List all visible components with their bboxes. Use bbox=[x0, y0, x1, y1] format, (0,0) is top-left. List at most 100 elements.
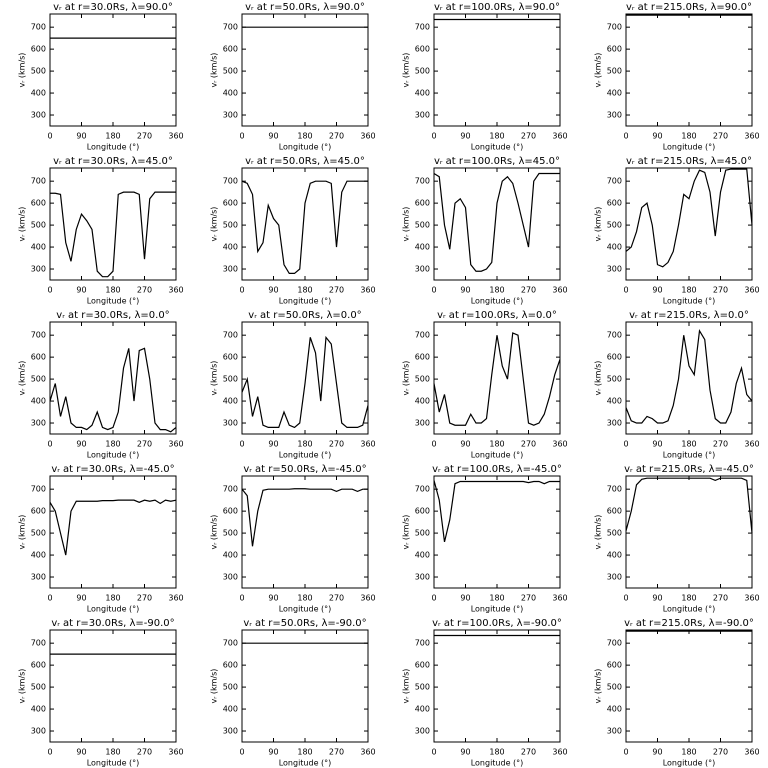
data-line bbox=[433, 480, 560, 543]
data-line bbox=[241, 488, 368, 547]
x-tick-label: 180 bbox=[681, 286, 696, 295]
chart-title: vᵣ at r=50.0Rs, λ=-45.0° bbox=[243, 464, 366, 475]
y-tick-label: 300 bbox=[223, 265, 238, 274]
y-tick-label: 700 bbox=[607, 177, 622, 186]
x-tick-label: 90 bbox=[652, 286, 662, 295]
x-tick-label: 180 bbox=[297, 132, 312, 141]
x-tick-label: 90 bbox=[652, 440, 662, 449]
x-tick-label: 0 bbox=[431, 286, 436, 295]
x-tick-label: 0 bbox=[47, 440, 52, 449]
y-tick-label: 300 bbox=[223, 727, 238, 736]
y-tick-label: 400 bbox=[31, 243, 46, 252]
y-tick-label: 400 bbox=[415, 397, 430, 406]
chart-title: vᵣ at r=215.0Rs, λ=45.0° bbox=[626, 156, 752, 167]
x-tick-label: 180 bbox=[105, 440, 120, 449]
y-axis-label: vᵣ (km/s) bbox=[210, 361, 219, 396]
y-tick-label: 700 bbox=[415, 177, 430, 186]
y-axis-label: vᵣ (km/s) bbox=[402, 207, 411, 242]
y-tick-label: 500 bbox=[415, 529, 430, 538]
x-tick-label: 0 bbox=[47, 594, 52, 603]
y-tick-label: 700 bbox=[607, 639, 622, 648]
plot-frame bbox=[625, 629, 753, 743]
x-tick-label: 180 bbox=[489, 594, 504, 603]
plot-frame bbox=[241, 629, 369, 743]
x-tick-label: 270 bbox=[137, 440, 152, 449]
x-tick-label: 270 bbox=[329, 748, 344, 757]
x-tick-label: 180 bbox=[489, 286, 504, 295]
x-tick-label: 270 bbox=[329, 440, 344, 449]
plot-frame bbox=[241, 13, 369, 127]
x-tick-label: 360 bbox=[744, 440, 759, 449]
x-axis-label: Longitude (°) bbox=[471, 143, 524, 152]
data-line bbox=[49, 499, 177, 556]
x-axis-label: Longitude (°) bbox=[471, 605, 524, 614]
y-tick-label: 700 bbox=[31, 177, 46, 186]
plot-frame bbox=[241, 321, 369, 435]
x-tick-label: 90 bbox=[460, 748, 470, 757]
y-tick-label: 300 bbox=[223, 111, 238, 120]
x-axis-label: Longitude (°) bbox=[87, 297, 140, 306]
chart-title: vᵣ at r=215.0Rs, λ=0.0° bbox=[629, 310, 749, 321]
y-tick-label: 500 bbox=[31, 221, 46, 230]
x-axis-label: Longitude (°) bbox=[471, 297, 524, 306]
y-tick-label: 700 bbox=[31, 485, 46, 494]
x-tick-label: 270 bbox=[713, 440, 728, 449]
y-tick-label: 600 bbox=[607, 661, 622, 670]
x-tick-label: 90 bbox=[268, 748, 278, 757]
y-axis-label: vᵣ (km/s) bbox=[402, 53, 411, 88]
y-tick-label: 300 bbox=[415, 111, 430, 120]
x-tick-label: 90 bbox=[460, 594, 470, 603]
y-tick-label: 300 bbox=[415, 727, 430, 736]
y-tick-label: 400 bbox=[223, 243, 238, 252]
y-tick-label: 600 bbox=[223, 199, 238, 208]
x-tick-label: 270 bbox=[521, 440, 536, 449]
y-tick-label: 500 bbox=[607, 221, 622, 230]
y-tick-label: 300 bbox=[31, 573, 46, 582]
y-tick-label: 300 bbox=[415, 265, 430, 274]
y-tick-label: 600 bbox=[31, 199, 46, 208]
x-tick-label: 270 bbox=[521, 286, 536, 295]
x-axis-label: Longitude (°) bbox=[663, 143, 716, 152]
x-tick-label: 90 bbox=[460, 132, 470, 141]
y-tick-label: 400 bbox=[607, 89, 622, 98]
y-tick-label: 500 bbox=[415, 683, 430, 692]
y-tick-label: 500 bbox=[223, 221, 238, 230]
y-tick-label: 400 bbox=[223, 551, 238, 560]
y-tick-label: 500 bbox=[31, 375, 46, 384]
y-tick-label: 400 bbox=[223, 705, 238, 714]
x-axis-label: Longitude (°) bbox=[279, 605, 332, 614]
x-tick-label: 180 bbox=[681, 594, 696, 603]
x-tick-label: 0 bbox=[239, 748, 244, 757]
y-tick-label: 600 bbox=[415, 507, 430, 516]
chart-title: vᵣ at r=30.0Rs, λ=0.0° bbox=[56, 310, 169, 321]
x-tick-label: 270 bbox=[329, 594, 344, 603]
x-tick-label: 270 bbox=[137, 748, 152, 757]
x-axis-label: Longitude (°) bbox=[471, 759, 524, 768]
y-tick-label: 600 bbox=[415, 353, 430, 362]
x-tick-label: 270 bbox=[713, 594, 728, 603]
y-tick-label: 700 bbox=[223, 23, 238, 32]
data-line bbox=[433, 172, 560, 272]
x-tick-label: 180 bbox=[105, 594, 120, 603]
y-tick-label: 600 bbox=[415, 45, 430, 54]
plot-frame bbox=[241, 167, 369, 281]
x-axis-label: Longitude (°) bbox=[663, 605, 716, 614]
y-axis-label: vᵣ (km/s) bbox=[18, 361, 27, 396]
chart-title: vᵣ at r=215.0Rs, λ=-45.0° bbox=[624, 464, 754, 475]
y-tick-label: 600 bbox=[223, 45, 238, 54]
y-tick-label: 500 bbox=[223, 529, 238, 538]
x-tick-label: 180 bbox=[681, 748, 696, 757]
x-tick-label: 0 bbox=[47, 748, 52, 757]
y-tick-label: 600 bbox=[31, 507, 46, 516]
y-tick-label: 600 bbox=[223, 661, 238, 670]
x-tick-label: 0 bbox=[623, 748, 628, 757]
x-tick-label: 90 bbox=[268, 132, 278, 141]
y-tick-label: 600 bbox=[31, 45, 46, 54]
y-tick-label: 300 bbox=[607, 111, 622, 120]
x-tick-label: 90 bbox=[460, 286, 470, 295]
x-tick-label: 360 bbox=[552, 440, 567, 449]
chart-title: vᵣ at r=100.0Rs, λ=0.0° bbox=[437, 310, 557, 321]
x-tick-label: 360 bbox=[168, 132, 183, 141]
y-axis-label: vᵣ (km/s) bbox=[18, 515, 27, 550]
